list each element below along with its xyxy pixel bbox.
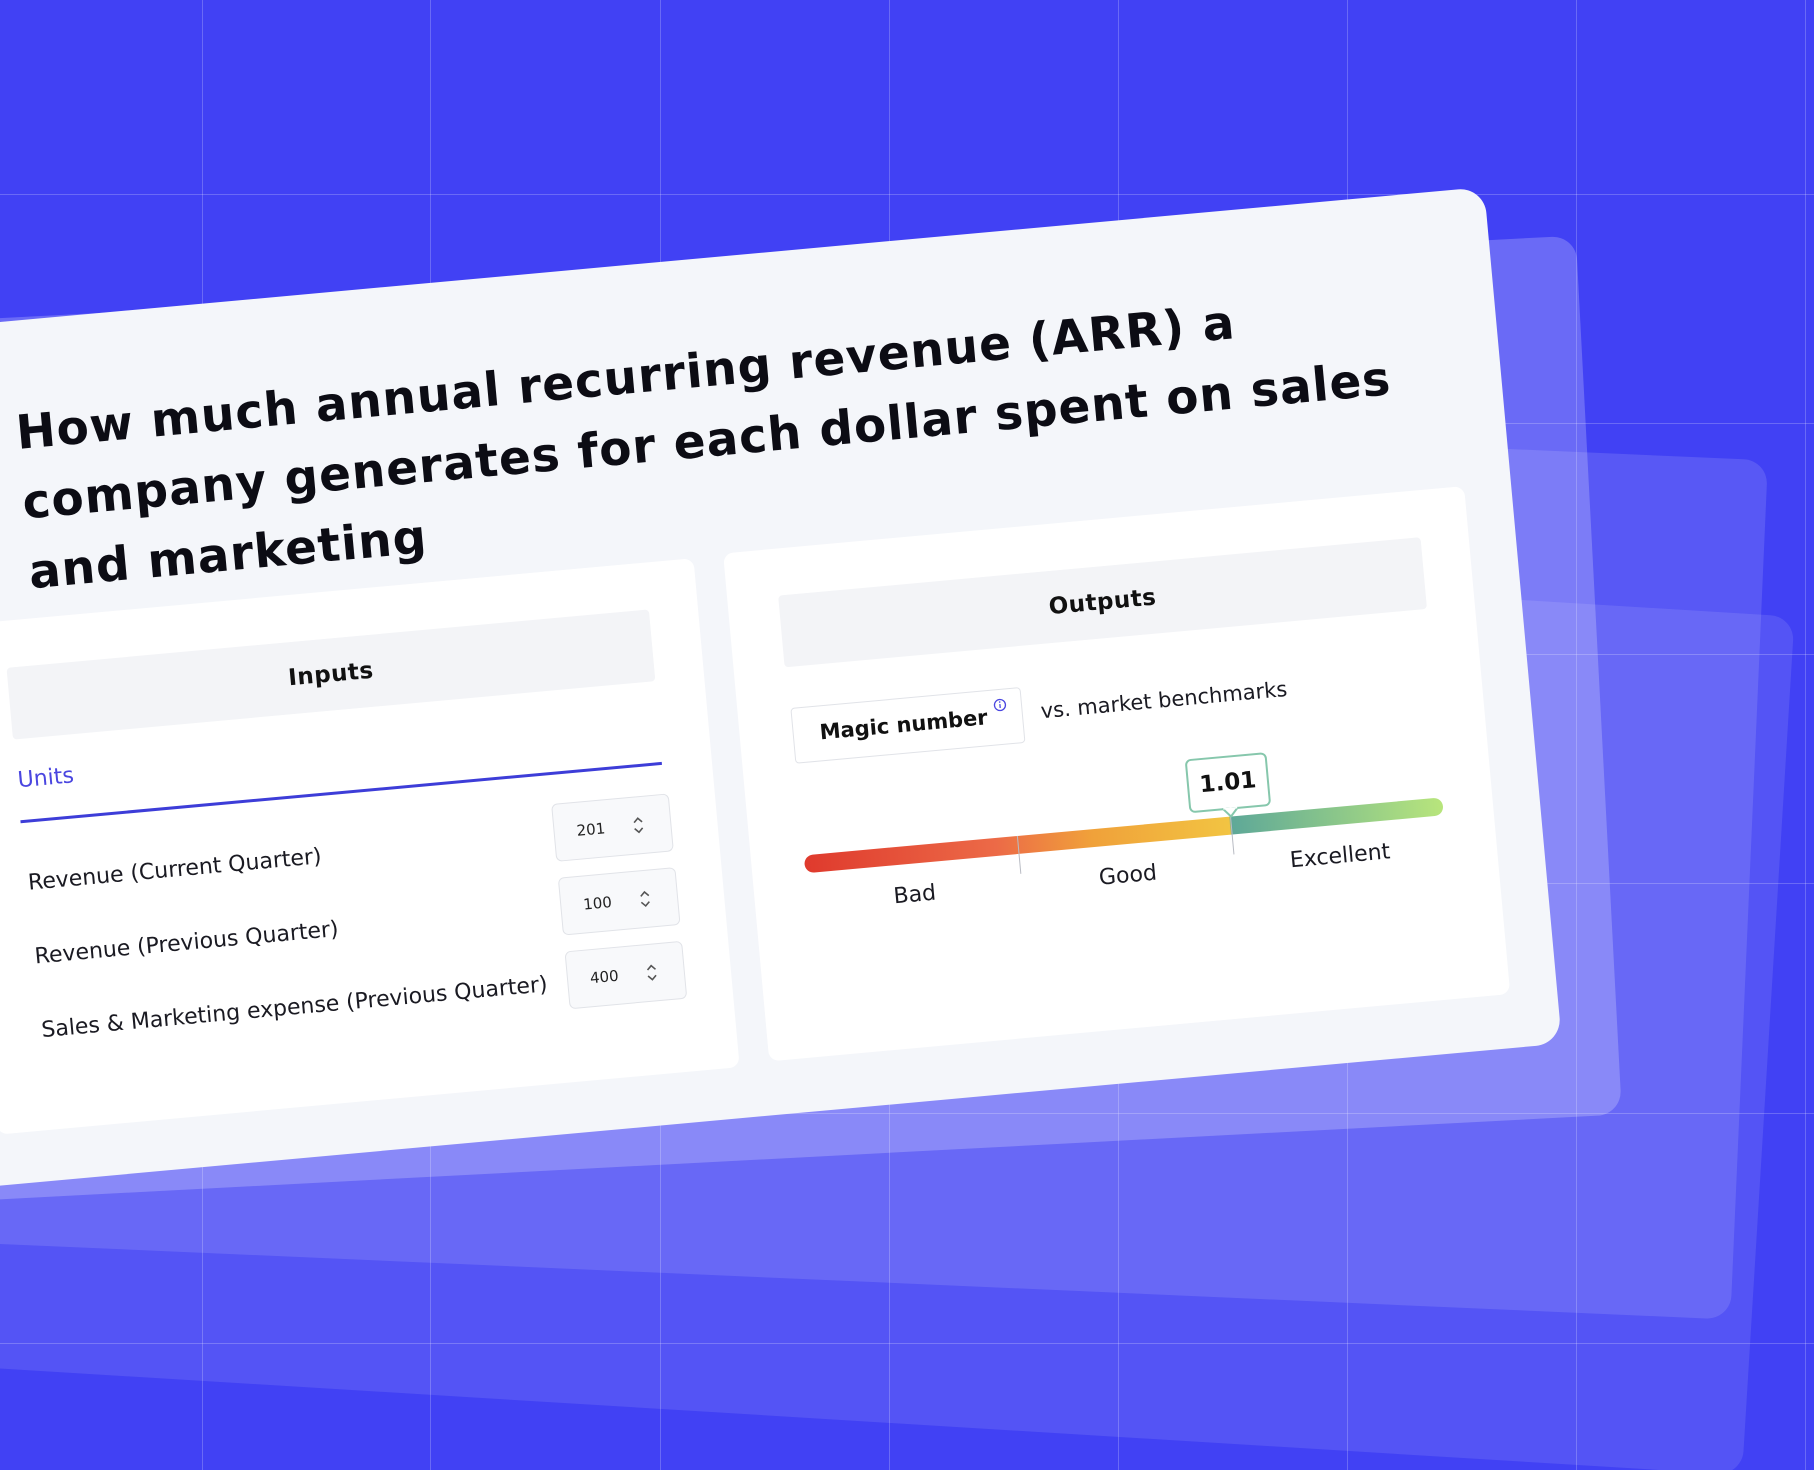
scale-label: Excellent (1288, 839, 1392, 874)
metric-box[interactable]: Magic number (790, 687, 1026, 764)
field-label: Revenue (Previous Quarter) (33, 916, 340, 970)
number-input[interactable]: 100 (557, 867, 681, 936)
marker-pointer (1222, 806, 1240, 819)
input-value: 400 (589, 966, 620, 988)
field-label: Revenue (Current Quarter) (26, 844, 323, 896)
input-value: 100 (582, 893, 613, 914)
scale-label: Good (1097, 860, 1158, 891)
grid-line (0, 1343, 1814, 1344)
comparison-text: vs. market benchmarks (1039, 676, 1289, 724)
calculator-card: How much annual recurring revenue (ARR) … (0, 187, 1562, 1191)
outputs-title: Outputs (778, 537, 1428, 668)
outputs-panel: Outputs Magic number vs. market benchmar… (723, 486, 1511, 1062)
spinner-icon (646, 964, 657, 981)
inputs-title: Inputs (6, 609, 656, 740)
spinner-icon (640, 890, 650, 908)
info-icon[interactable] (992, 697, 1007, 712)
units-tab[interactable]: Units (16, 763, 75, 794)
metric-name: Magic number (818, 705, 989, 745)
inputs-panel: Inputs Units Revenue (Current Quarter) 2… (0, 558, 740, 1135)
number-input[interactable]: 400 (564, 940, 688, 1010)
input-value: 201 (575, 819, 606, 840)
scale-label: Bad (892, 880, 938, 910)
spinner-icon (633, 817, 644, 834)
grid-line (1805, 0, 1806, 1470)
grid-line (0, 1113, 1814, 1114)
number-input[interactable]: 201 (551, 793, 674, 862)
value-marker: 1.01 (1184, 752, 1272, 814)
grid-line (0, 194, 1814, 195)
field-label: Sales & Marketing expense (Previous Quar… (40, 972, 549, 1044)
grid-line (1576, 0, 1577, 1470)
